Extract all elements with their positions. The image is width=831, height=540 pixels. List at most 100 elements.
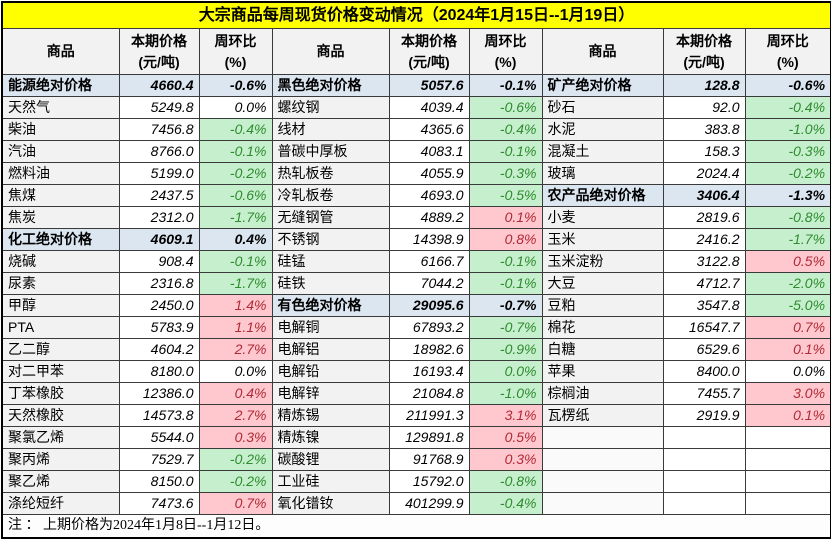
col-header-commodity: 商品: [541, 28, 664, 75]
table-row: 聚丙烯 7529.7 -0.2% 碳酸锂 91768.9 0.3%: [1, 448, 831, 471]
commodity-cell: 不锈钢: [271, 228, 390, 251]
pct-change-cell: -0.1%: [468, 74, 543, 97]
table-row: 能源绝对价格 4660.4 -0.6% 黑色绝对价格 5057.6 -0.1% 矿产绝对价格…: [1, 74, 831, 97]
table-row: 甲醇 2450.0 1.4% 有色绝对价格 29095.6 -0.7% 豆粕 3547.8 -5…: [1, 294, 831, 317]
commodity-cell: 玉米淀粉: [541, 250, 664, 273]
commodity-cell: [541, 492, 664, 515]
price-cell: 4083.1: [388, 140, 470, 163]
col-header-price: 本期价格 (元/吨): [388, 28, 470, 75]
commodity-cell: 豆粕: [541, 294, 664, 317]
commodity-cell: 燃料油: [1, 162, 120, 185]
commodity-cell: [541, 470, 664, 493]
commodity-cell: 棕榈油: [541, 382, 664, 405]
commodity-cell: 白糖: [541, 338, 664, 361]
table-row: 聚氯乙烯 5544.0 0.3% 精炼镍 129891.8 0.5%: [1, 426, 831, 449]
table-row: 化工绝对价格 4609.1 0.4% 不锈钢 14398.9 0.8% 玉米 2416.2 -1…: [1, 228, 831, 251]
pct-change-cell: -0.6%: [198, 74, 273, 97]
price-cell: 8150.0: [118, 470, 200, 493]
commodity-cell: 冷轧板卷: [271, 184, 390, 207]
footnote-row: 注 ： 上期价格为2024年1月8日--1月12日。: [1, 514, 831, 539]
commodity-cell: 电解铜: [271, 316, 390, 339]
pct-change-cell: 2.7%: [198, 404, 273, 427]
commodity-cell: 热轧板卷: [271, 162, 390, 185]
col-header-commodity: 商品: [1, 28, 120, 75]
price-cell: 2024.4: [662, 162, 746, 185]
commodity-cell: 电解铅: [271, 360, 390, 383]
commodity-cell: 瓦楞纸: [541, 404, 664, 427]
pct-change-cell: -0.7%: [468, 294, 543, 317]
col-header-price: 本期价格 (元/吨): [662, 28, 746, 75]
commodity-cell: 能源绝对价格: [1, 74, 120, 97]
commodity-cell: 水泥: [541, 118, 664, 141]
pct-change-cell: -0.6%: [744, 74, 831, 97]
commodity-cell: 柴油: [1, 118, 120, 141]
table-row: 涤纶短纤 7473.6 0.7% 氧化镨钕 401299.9 -0.4%: [1, 492, 831, 515]
price-cell: 8766.0: [118, 140, 200, 163]
price-cell: 5783.9: [118, 316, 200, 339]
commodity-cell: 聚氯乙烯: [1, 426, 120, 449]
price-cell: 14573.8: [118, 404, 200, 427]
pct-change-cell: -0.4%: [468, 118, 543, 141]
price-cell: 4660.4: [118, 74, 200, 97]
price-cell: 2437.5: [118, 184, 200, 207]
pct-change-cell: -0.6%: [468, 96, 543, 119]
pct-change-cell: -0.8%: [744, 206, 831, 229]
pct-change-cell: -0.4%: [468, 492, 543, 515]
footnote: 注 ： 上期价格为2024年1月8日--1月12日。: [1, 514, 831, 539]
title-row: 大宗商品每周现货价格变动情况（2024年1月15日--1月19日）: [1, 1, 831, 29]
commodity-cell: 焦煤: [1, 184, 120, 207]
price-cell: 401299.9: [388, 492, 470, 515]
price-cell: 21084.8: [388, 382, 470, 405]
price-cell: 2450.0: [118, 294, 200, 317]
pct-change-cell: [744, 492, 831, 515]
table-row: 焦煤 2437.5 -0.6% 冷轧板卷 4693.0 -0.5% 农产品绝对价格 3406.…: [1, 184, 831, 207]
commodity-cell: 玻璃: [541, 162, 664, 185]
commodity-cell: 电解铝: [271, 338, 390, 361]
commodity-cell: 聚乙烯: [1, 470, 120, 493]
pct-change-cell: -2.0%: [744, 272, 831, 295]
price-cell: 6166.7: [388, 250, 470, 273]
price-cell: 2416.2: [662, 228, 746, 251]
commodity-cell: 化工绝对价格: [1, 228, 120, 251]
price-cell: 3122.8: [662, 250, 746, 273]
pct-change-cell: 0.4%: [198, 382, 273, 405]
pct-change-cell: -0.6%: [198, 184, 273, 207]
price-cell: 7456.8: [118, 118, 200, 141]
commodity-cell: 工业硅: [271, 470, 390, 493]
price-cell: 8180.0: [118, 360, 200, 383]
pct-change-cell: -0.2%: [198, 448, 273, 471]
pct-change-cell: 2.7%: [198, 338, 273, 361]
price-cell: 16547.7: [662, 316, 746, 339]
price-cell: 5057.6: [388, 74, 470, 97]
commodity-cell: 氧化镨钕: [271, 492, 390, 515]
price-cell: 4365.6: [388, 118, 470, 141]
commodity-cell: 精炼镍: [271, 426, 390, 449]
commodity-cell: 对二甲苯: [1, 360, 120, 383]
pct-change-cell: -0.1%: [468, 272, 543, 295]
price-cell: 4712.7: [662, 272, 746, 295]
price-cell: 4039.4: [388, 96, 470, 119]
pct-change-cell: [744, 448, 831, 471]
price-cell: 14398.9: [388, 228, 470, 251]
commodity-cell: PTA: [1, 316, 120, 339]
price-cell: 15792.0: [388, 470, 470, 493]
pct-change-cell: -1.0%: [468, 382, 543, 405]
commodity-cell: 电解锌: [271, 382, 390, 405]
price-cell: [662, 492, 746, 515]
price-cell: 2819.6: [662, 206, 746, 229]
col-header-commodity: 商品: [271, 28, 390, 75]
price-cell: 7473.6: [118, 492, 200, 515]
price-cell: 3406.4: [662, 184, 746, 207]
commodity-cell: 天然气: [1, 96, 120, 119]
commodity-cell: 乙二醇: [1, 338, 120, 361]
price-cell: 211991.3: [388, 404, 470, 427]
commodity-cell: 硅锰: [271, 250, 390, 273]
pct-change-cell: [744, 426, 831, 449]
commodity-cell: 汽油: [1, 140, 120, 163]
table-row: 烧碱 908.4 -0.1% 硅锰 6166.7 -0.1% 玉米淀粉 3122.8 0.5%: [1, 250, 831, 273]
pct-change-cell: [744, 470, 831, 493]
table-row: 天然橡胶 14573.8 2.7% 精炼锡 211991.3 3.1% 瓦楞纸 2919.9 0…: [1, 404, 831, 427]
pct-change-cell: 0.0%: [468, 360, 543, 383]
column-header-row: 商品 本期价格 (元/吨) 周环比 (%) 商品 本期价格 (元/吨) 周环比 (%) …: [1, 28, 831, 75]
